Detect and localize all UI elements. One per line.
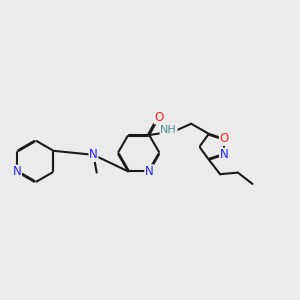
Text: N: N [13, 165, 22, 178]
Text: O: O [219, 132, 229, 145]
Text: N: N [220, 148, 228, 161]
Text: N: N [89, 148, 98, 161]
Text: N: N [145, 165, 154, 178]
Text: O: O [154, 111, 164, 124]
Text: NH: NH [160, 125, 177, 135]
